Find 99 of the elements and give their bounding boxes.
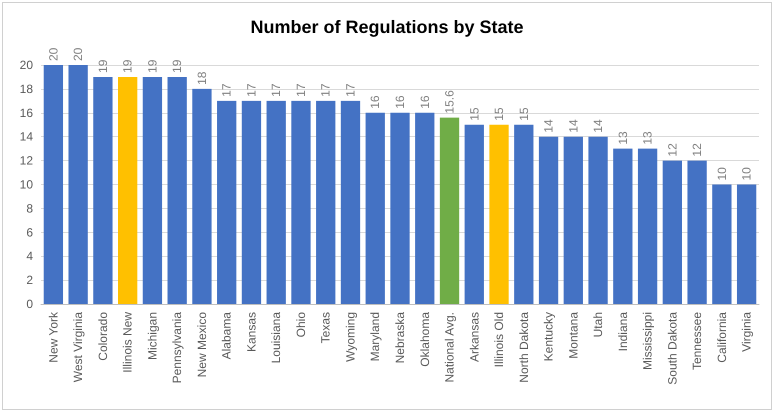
data-label: 16	[393, 95, 407, 109]
data-label: 17	[244, 83, 258, 97]
bar	[142, 76, 162, 304]
x-tick-label: Ohio	[294, 312, 308, 338]
bar	[118, 76, 138, 304]
x-tick-label: Louisiana	[269, 312, 284, 364]
data-label: 17	[343, 83, 358, 97]
x-tick-label: Wyoming	[343, 312, 358, 362]
data-label: 19	[170, 59, 184, 73]
bar	[687, 160, 707, 304]
x-tick-label: California	[714, 312, 729, 363]
data-label: 17	[220, 83, 234, 97]
bar	[291, 100, 311, 304]
data-label: 10	[714, 166, 729, 180]
bar	[242, 100, 262, 304]
bar	[340, 100, 360, 304]
data-label: 19	[120, 59, 135, 73]
x-tick-label: New Mexico	[194, 312, 209, 378]
x-tick-label: Pennsylvania	[170, 312, 184, 384]
data-label: 14	[591, 119, 606, 133]
data-label: 16	[418, 95, 432, 109]
x-tick-label: Maryland	[368, 312, 382, 362]
data-label: 19	[96, 59, 110, 73]
x-tick-label: Kansas	[244, 312, 258, 352]
bar	[638, 148, 658, 304]
y-tick-label: 16	[20, 106, 34, 120]
data-label: 19	[145, 59, 160, 73]
bar	[440, 118, 460, 304]
data-label: 15.6	[442, 90, 457, 114]
data-label: 16	[368, 95, 382, 109]
bar	[217, 100, 236, 304]
data-label: 17	[269, 83, 284, 97]
y-tick-label: 12	[20, 154, 34, 168]
x-tick-label: Indiana	[616, 312, 630, 352]
y-tick-label: 20	[20, 58, 34, 72]
data-label: 15	[467, 107, 482, 121]
y-tick-label: 18	[20, 82, 34, 96]
data-label: 12	[665, 142, 680, 157]
y-tick-label: 6	[26, 225, 34, 240]
bar	[316, 100, 336, 304]
x-tick-label: Tennessee	[690, 312, 704, 370]
bar	[538, 136, 558, 304]
data-label: 17	[294, 83, 308, 97]
bar	[192, 88, 212, 304]
bar	[266, 100, 286, 304]
bar	[613, 148, 632, 304]
x-tick-label: Montana	[566, 312, 580, 359]
x-tick-label: Colorado	[96, 312, 110, 361]
x-tick-label: Arkansas	[467, 312, 482, 362]
y-tick-label: 14	[20, 130, 34, 144]
bar	[390, 112, 410, 304]
x-tick-label: Oklahoma	[418, 312, 432, 367]
y-tick-label: 10	[20, 178, 34, 192]
x-tick-label: Texas	[318, 312, 333, 344]
x-tick-label: Alabama	[220, 312, 234, 360]
bar	[366, 112, 385, 304]
bar	[736, 184, 756, 304]
x-tick-label: Virginia	[740, 312, 754, 352]
bar	[464, 124, 484, 304]
data-label: 13	[640, 130, 655, 145]
data-label: 14	[542, 119, 556, 133]
chart-title: Number of Regulations by State	[250, 17, 524, 37]
bar	[168, 76, 187, 304]
x-tick-label: New York	[46, 311, 60, 363]
y-tick-label: 0	[26, 297, 34, 311]
bar	[44, 65, 64, 304]
x-tick-label: Mississippi	[640, 312, 655, 370]
data-label: 17	[318, 83, 333, 97]
bar	[415, 112, 434, 304]
x-tick-label: Kentucky	[542, 312, 556, 362]
x-tick-label: Michigan	[145, 312, 160, 360]
x-tick-label: National Avg.	[442, 312, 457, 382]
bar	[564, 136, 583, 304]
bar	[68, 65, 88, 304]
x-tick-label: Utah	[591, 312, 606, 338]
x-tick-label: Illinois New	[120, 312, 135, 373]
data-label: 18	[194, 71, 209, 85]
x-tick-label: West Virginia	[71, 312, 86, 382]
bar	[588, 136, 608, 304]
bar	[489, 124, 509, 304]
data-label: 13	[616, 130, 630, 145]
x-tick-label: North Dakota	[516, 312, 531, 383]
bar	[712, 184, 732, 304]
data-label: 15	[492, 107, 506, 121]
bar	[662, 160, 682, 304]
y-tick-label: 4	[26, 249, 34, 264]
bar	[93, 76, 113, 304]
x-tick-label: Illinois Old	[492, 312, 506, 368]
data-label: 20	[46, 47, 60, 61]
bar	[514, 124, 534, 304]
data-label: 20	[71, 47, 86, 61]
x-tick-label: Nebraska	[393, 312, 407, 364]
y-tick-label: 2	[26, 273, 34, 288]
data-label: 14	[566, 119, 580, 133]
data-label: 15	[516, 107, 531, 121]
data-label: 12	[690, 142, 704, 157]
data-label: 10	[740, 166, 754, 180]
x-tick-label: South Dakota	[665, 312, 680, 385]
y-tick-label: 8	[26, 201, 34, 216]
